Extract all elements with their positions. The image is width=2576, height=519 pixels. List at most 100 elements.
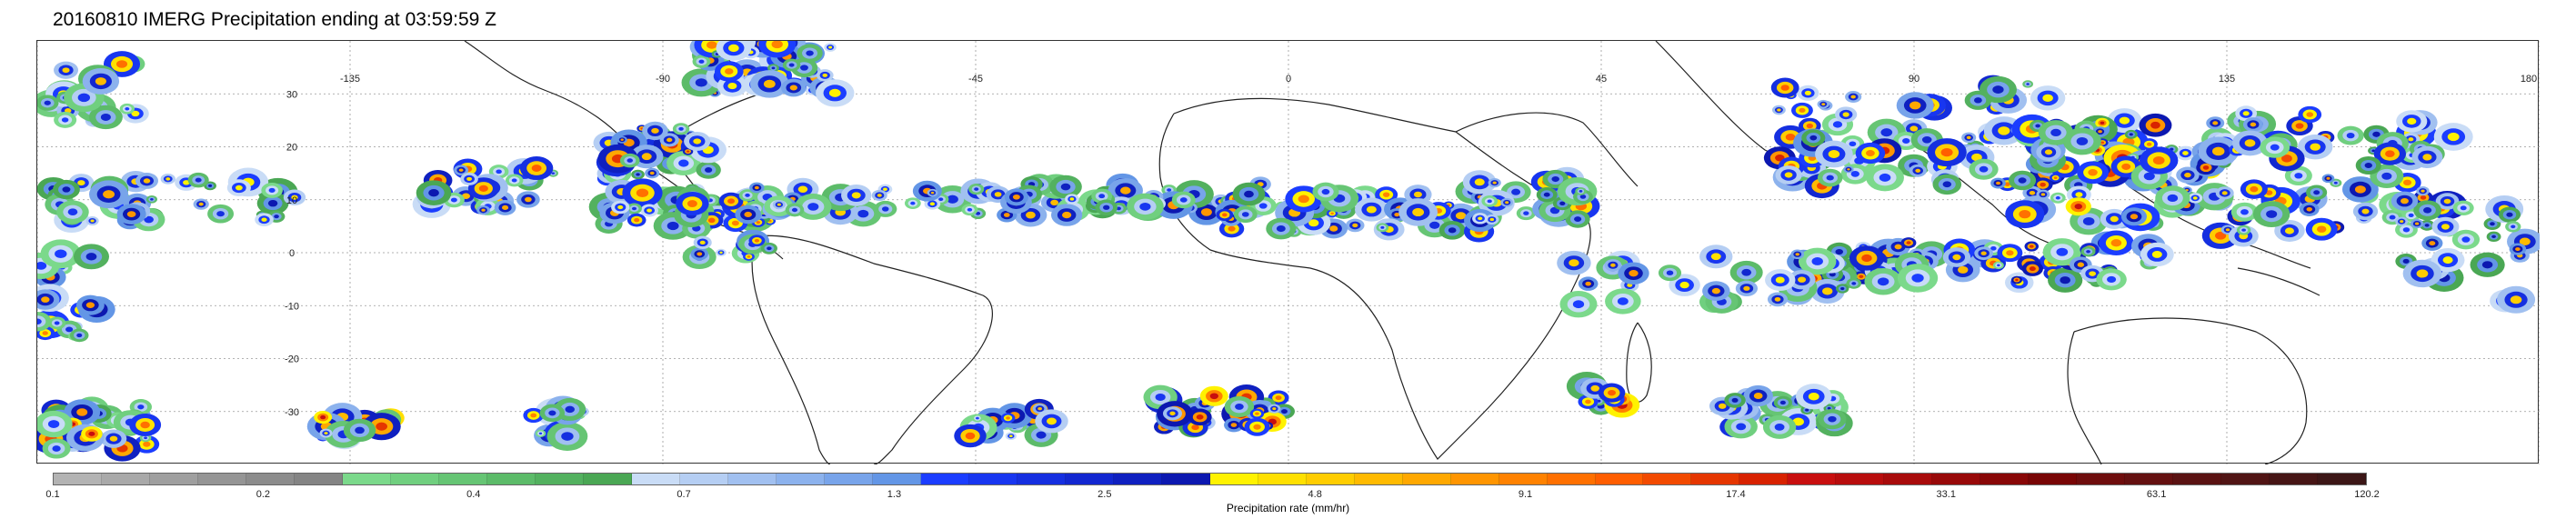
precip-cell — [2150, 121, 2160, 129]
precip-cell — [2225, 228, 2230, 232]
precip-cell — [1774, 423, 1785, 431]
precip-cell — [2364, 162, 2372, 169]
colorbar-segment — [1739, 474, 1789, 484]
colorbar-title: Precipitation rate (mm/hr) — [1226, 502, 1350, 514]
precip-cell — [1474, 178, 1485, 186]
precip-cell — [1179, 197, 1188, 203]
precip-cell — [95, 77, 106, 85]
colorbar-segment — [1788, 474, 1837, 484]
precip-cell — [1851, 282, 1857, 285]
precip-cell — [1037, 406, 1042, 411]
precip-cell — [1352, 223, 1358, 228]
precip-cell — [822, 73, 828, 77]
lon-tick-label: -135 — [340, 74, 360, 85]
precip-cell — [2107, 275, 2117, 283]
precip-cell — [2510, 295, 2522, 304]
colorbar-tick-labels: 0.1 0.2 0.4 0.7 1.3 2.5 4.8 9.1 17.4 33.1 63.1 120.… — [45, 489, 2379, 502]
precip-cell — [1380, 225, 1385, 229]
precip-cell — [2060, 276, 2070, 284]
precip-cell — [1847, 168, 1850, 171]
precip-cell — [1736, 423, 1747, 431]
precip-cell — [2389, 215, 2396, 220]
precip-cell — [1366, 205, 1377, 214]
precip-cell — [2026, 83, 2030, 85]
precip-cell — [2119, 116, 2130, 125]
precip-cell — [1809, 135, 1818, 141]
precip-cell — [1821, 103, 1826, 106]
precip-cell — [707, 41, 717, 49]
precip-cell — [1050, 199, 1059, 206]
lon-tick-label: -45 — [968, 74, 983, 85]
precip-cell — [131, 110, 140, 117]
precip-cell — [2202, 165, 2210, 170]
lon-tick-label: -90 — [656, 74, 670, 85]
colorbar-segment — [920, 474, 969, 484]
precip-cell — [1272, 407, 1277, 411]
colorbar-segment — [1547, 474, 1596, 484]
precip-cell — [2443, 198, 2451, 205]
precip-cell — [1230, 423, 1238, 427]
precip-cell — [1826, 175, 1834, 181]
precip-cell — [697, 252, 703, 256]
precip-cell — [1492, 181, 1497, 185]
precip-cell — [88, 431, 95, 436]
precip-cell — [631, 206, 637, 211]
colorbar-segment — [1161, 474, 1210, 484]
colorbar-segment — [1065, 474, 1114, 484]
precip-cell — [617, 205, 624, 210]
precip-cell — [2089, 271, 2097, 276]
precip-cell — [1842, 112, 1849, 117]
precip-cell — [636, 188, 649, 197]
precip-cell — [719, 251, 723, 255]
colorbar-segment — [1402, 474, 1451, 484]
precip-cell — [1785, 133, 1796, 141]
precip-cell — [77, 180, 85, 186]
colorbar-segment — [2318, 474, 2367, 484]
precip-cell — [1832, 121, 1843, 128]
colorbar-segment — [535, 474, 584, 484]
precip-cell — [100, 114, 111, 121]
precip-cell — [2429, 241, 2436, 246]
precip-cell — [807, 203, 819, 211]
precip-cell — [1840, 286, 1845, 291]
precip-cell — [2100, 121, 2105, 125]
precip-cell — [2029, 245, 2034, 248]
precip-cell — [1222, 213, 1228, 217]
precip-cell — [1429, 221, 1440, 229]
precip-cell — [1412, 207, 1425, 217]
precip-cell — [1330, 212, 1334, 215]
colorbar-segment — [101, 474, 150, 484]
precip-cell — [77, 93, 91, 103]
precip-cell — [1711, 287, 1720, 294]
precip-cell — [947, 195, 958, 204]
precip-cell — [538, 432, 543, 435]
precip-cell — [667, 221, 679, 231]
precip-cell — [2004, 182, 2010, 186]
precip-cell — [731, 220, 739, 226]
precip-cell — [2241, 228, 2246, 232]
precip-cell — [2326, 176, 2330, 180]
precip-cell — [511, 178, 517, 183]
precip-cell — [44, 100, 51, 105]
colorbar-segment — [2125, 474, 2174, 484]
precip-cell — [967, 207, 973, 212]
colorbar-segment — [1595, 474, 1644, 484]
precip-cell — [1828, 415, 1837, 423]
colorbar-segment — [2221, 474, 2270, 484]
precip-cell — [728, 44, 739, 53]
colorbar-tick-label: 33.1 — [1936, 489, 1956, 500]
precip-cell — [2408, 213, 2414, 218]
precip-cell — [150, 197, 154, 201]
precip-cell — [1258, 203, 1268, 209]
precip-cell — [2121, 163, 2131, 170]
precip-cell — [2295, 123, 2304, 129]
precip-cell — [2056, 247, 2069, 256]
precip-cell — [1921, 136, 1932, 144]
precip-cell — [763, 79, 776, 88]
precip-cell — [41, 296, 50, 303]
precip-cell — [90, 219, 95, 223]
precip-cell — [2403, 179, 2412, 186]
colorbar-segment — [1113, 474, 1162, 484]
precip-cell — [910, 201, 916, 205]
precip-cell — [2306, 112, 2314, 117]
